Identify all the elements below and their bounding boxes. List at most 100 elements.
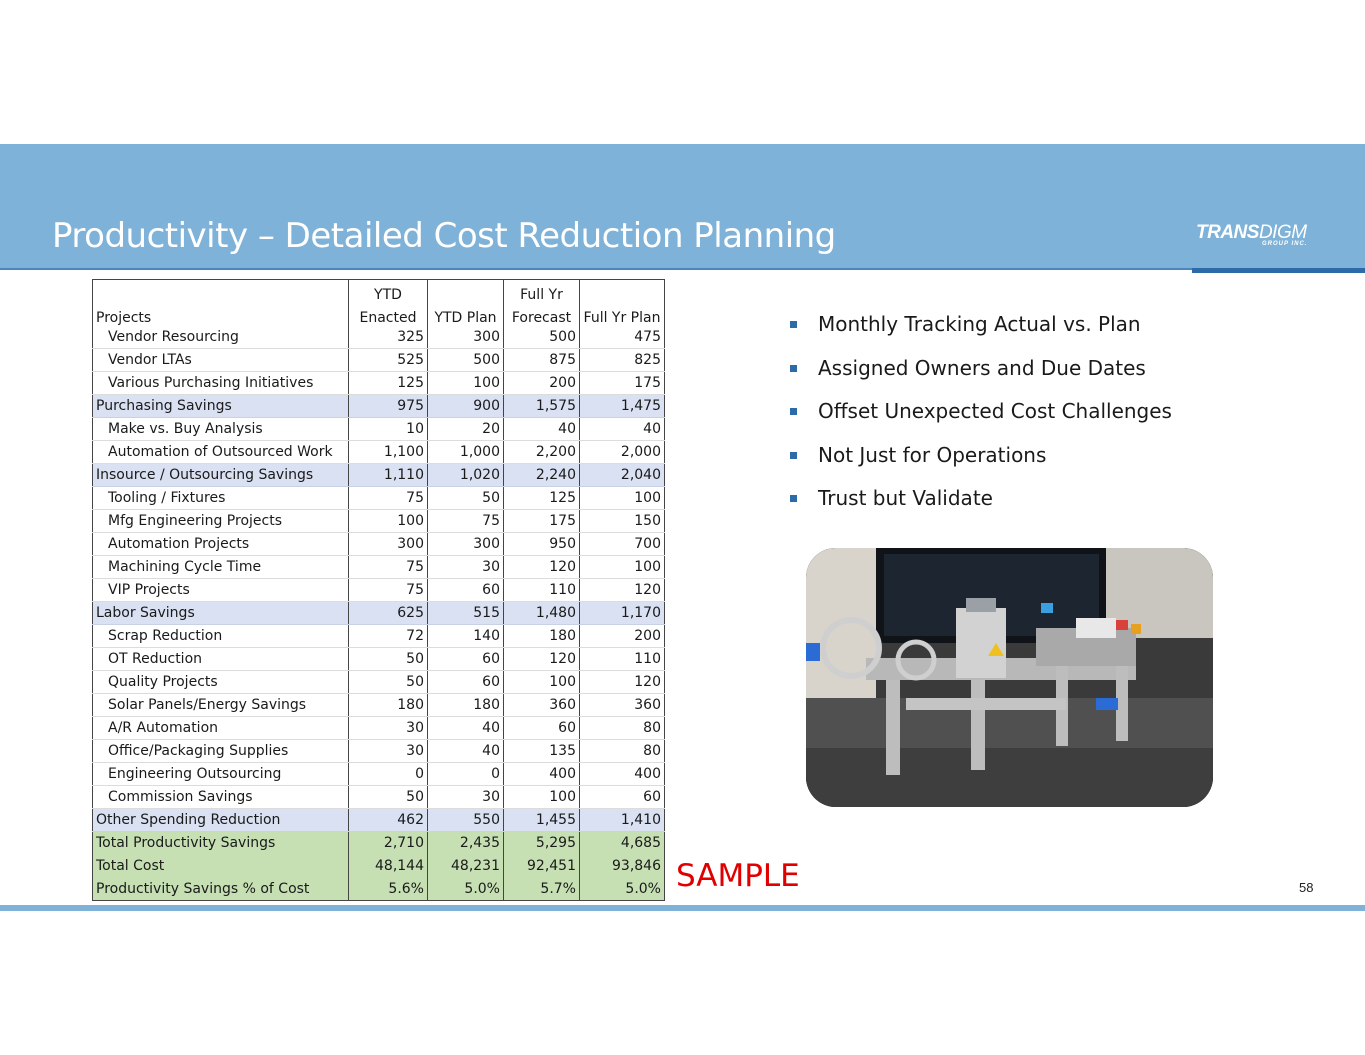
- square-bullet-icon: [790, 495, 797, 502]
- header-cell: Full Yr: [503, 279, 580, 303]
- value-cell: 125: [348, 371, 428, 395]
- bullet-item: Not Just for Operations: [790, 443, 1172, 487]
- total-row: Total Productivity Savings 2,710 2,435 5,29…: [92, 831, 665, 855]
- square-bullet-icon: [790, 321, 797, 328]
- table-row: Engineering Outsourcing 0 0 400 400: [92, 762, 665, 786]
- value-cell: 1,100: [348, 440, 428, 464]
- value-cell: 135: [503, 739, 580, 763]
- value-cell: 75: [427, 509, 504, 533]
- row-label-cell: Various Purchasing Initiatives: [92, 371, 349, 395]
- table-row: Automation of Outsourced Work 1,100 1,000 2…: [92, 440, 665, 464]
- bullet-list: Monthly Tracking Actual vs. Plan Assigned…: [790, 312, 1172, 530]
- value-cell: 60: [503, 716, 580, 740]
- square-bullet-icon: [790, 451, 797, 459]
- transdigm-logo: TRANSDIGM GROUP INC.: [1196, 222, 1326, 254]
- header-cell: YTD: [348, 279, 428, 303]
- value-cell: 48,231: [427, 854, 504, 878]
- value-cell: 50: [427, 486, 504, 510]
- row-label-cell: Insource / Outsourcing Savings: [92, 463, 349, 487]
- value-cell: 40: [427, 716, 504, 740]
- value-cell: 300: [427, 325, 504, 349]
- value-cell: 60: [427, 647, 504, 671]
- value-cell: 75: [348, 578, 428, 602]
- table-row: OT Reduction 50 60 120 110: [92, 647, 665, 671]
- row-label-cell: OT Reduction: [92, 647, 349, 671]
- table-row: VIP Projects 75 60 110 120: [92, 578, 665, 602]
- logo-subtitle: GROUP INC.: [1262, 241, 1308, 247]
- row-label-cell: Total Cost: [92, 854, 349, 878]
- value-cell: 120: [579, 578, 665, 602]
- value-cell: 100: [579, 486, 665, 510]
- value-cell: 400: [503, 762, 580, 786]
- value-cell: 475: [579, 325, 665, 349]
- value-cell: 100: [503, 670, 580, 694]
- value-cell: 300: [427, 532, 504, 556]
- value-cell: 100: [503, 785, 580, 809]
- value-cell: 5.0%: [579, 877, 665, 901]
- value-cell: 50: [348, 647, 428, 671]
- footer-divider: [0, 905, 1365, 911]
- sample-label: SAMPLE: [676, 858, 800, 894]
- value-cell: 1,170: [579, 601, 665, 625]
- total-row: Productivity Savings % of Cost 5.6% 5.0% 5.…: [92, 877, 665, 901]
- value-cell: 100: [427, 371, 504, 395]
- subtotal-row: Other Spending Reduction 462 550 1,455 1,410: [92, 808, 665, 832]
- value-cell: 1,455: [503, 808, 580, 832]
- row-label-cell: Vendor Resourcing: [92, 325, 349, 349]
- value-cell: 1,475: [579, 394, 665, 418]
- value-cell: 75: [348, 486, 428, 510]
- value-cell: 500: [427, 348, 504, 372]
- row-label-cell: A/R Automation: [92, 716, 349, 740]
- value-cell: 72: [348, 624, 428, 648]
- value-cell: 2,200: [503, 440, 580, 464]
- value-cell: 2,435: [427, 831, 504, 855]
- table-row: Solar Panels/Energy Savings 180 180 360 360: [92, 693, 665, 717]
- value-cell: 40: [503, 417, 580, 441]
- row-label-cell: VIP Projects: [92, 578, 349, 602]
- value-cell: 300: [348, 532, 428, 556]
- value-cell: 40: [579, 417, 665, 441]
- bullet-item: Assigned Owners and Due Dates: [790, 356, 1172, 400]
- table-row: Various Purchasing Initiatives 125 100 200 1…: [92, 371, 665, 395]
- row-label-cell: Quality Projects: [92, 670, 349, 694]
- value-cell: 48,144: [348, 854, 428, 878]
- value-cell: 2,710: [348, 831, 428, 855]
- value-cell: 175: [503, 509, 580, 533]
- value-cell: 92,451: [503, 854, 580, 878]
- bullet-text: Trust but Validate: [818, 486, 993, 510]
- value-cell: 1,575: [503, 394, 580, 418]
- value-cell: 150: [579, 509, 665, 533]
- value-cell: 5.6%: [348, 877, 428, 901]
- total-row: Total Cost 48,144 48,231 92,451 93,846: [92, 854, 665, 878]
- value-cell: 120: [579, 670, 665, 694]
- value-cell: 200: [503, 371, 580, 395]
- bullet-text: Monthly Tracking Actual vs. Plan: [818, 312, 1141, 336]
- row-label-cell: Mfg Engineering Projects: [92, 509, 349, 533]
- value-cell: 325: [348, 325, 428, 349]
- value-cell: 125: [503, 486, 580, 510]
- page-title: Productivity – Detailed Cost Reduction P…: [52, 216, 836, 256]
- logo-word-light: DIGM: [1258, 222, 1307, 243]
- machine-photo-illustration: [806, 548, 1213, 807]
- value-cell: 80: [579, 739, 665, 763]
- value-cell: 140: [427, 624, 504, 648]
- value-cell: 180: [427, 693, 504, 717]
- header-cell: Projects: [92, 302, 349, 326]
- subtotal-row: Labor Savings 625 515 1,480 1,170: [92, 601, 665, 625]
- table-row: Mfg Engineering Projects 100 75 175 150: [92, 509, 665, 533]
- value-cell: 975: [348, 394, 428, 418]
- row-label-cell: Scrap Reduction: [92, 624, 349, 648]
- value-cell: 360: [579, 693, 665, 717]
- value-cell: 80: [579, 716, 665, 740]
- table-row: Vendor LTAs 525 500 875 825: [92, 348, 665, 372]
- value-cell: 825: [579, 348, 665, 372]
- header-cell: YTD Plan: [427, 302, 504, 326]
- value-cell: 462: [348, 808, 428, 832]
- table-row: Scrap Reduction 72 140 180 200: [92, 624, 665, 648]
- table-row: Vendor Resourcing 325 300 500 475: [92, 325, 665, 349]
- bullet-item: Offset Unexpected Cost Challenges: [790, 399, 1172, 443]
- header-cell: Forecast: [503, 302, 580, 326]
- table-row: Automation Projects 300 300 950 700: [92, 532, 665, 556]
- value-cell: 30: [348, 739, 428, 763]
- table-header-row-1: YTD Full Yr: [92, 279, 665, 303]
